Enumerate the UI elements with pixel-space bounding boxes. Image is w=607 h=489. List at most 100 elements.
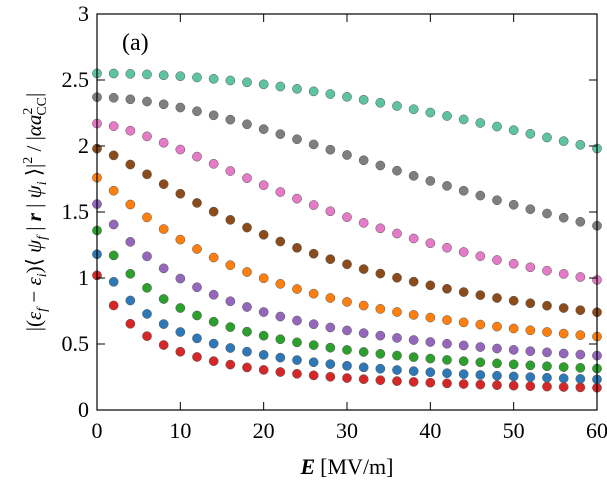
data-point — [358, 347, 369, 357]
data-point — [125, 159, 136, 170]
data-point — [192, 106, 202, 117]
ylab-part: | — [22, 93, 46, 97]
data-point — [308, 340, 319, 350]
data-point — [158, 99, 169, 110]
data-point — [475, 370, 486, 380]
data-point — [408, 310, 419, 320]
x-tick-label: 30 — [336, 418, 358, 443]
data-point — [208, 356, 219, 366]
data-point — [558, 212, 569, 223]
data-point — [358, 264, 369, 274]
data-point — [542, 381, 552, 392]
data-point — [125, 69, 136, 79]
data-point — [225, 359, 236, 370]
data-point — [242, 119, 252, 130]
data-point — [475, 118, 486, 128]
data-point — [575, 362, 586, 373]
data-point — [308, 139, 319, 150]
data-point — [258, 330, 269, 341]
data-point — [425, 312, 436, 323]
data-point — [242, 267, 252, 277]
data-point — [475, 290, 486, 300]
data-point — [242, 222, 252, 233]
data-point — [575, 349, 586, 360]
data-point — [292, 193, 302, 204]
data-point — [442, 283, 452, 294]
data-point — [525, 204, 536, 215]
data-point — [258, 350, 269, 360]
data-point — [425, 337, 436, 347]
data-point — [342, 360, 352, 371]
data-point — [292, 337, 302, 348]
data-point — [192, 333, 202, 344]
data-point — [358, 300, 369, 311]
data-point — [342, 345, 352, 355]
data-point — [242, 77, 252, 88]
y-tick-label: 1 — [78, 265, 89, 290]
data-point — [525, 128, 536, 139]
data-point — [142, 251, 152, 262]
y-tick-label: 2.5 — [62, 67, 90, 92]
data-point — [158, 294, 169, 304]
data-point — [275, 129, 286, 139]
data-point — [375, 330, 386, 341]
data-point — [342, 91, 352, 102]
data-point — [175, 71, 186, 82]
data-point — [192, 352, 202, 362]
data-point — [392, 365, 402, 375]
data-point — [392, 101, 402, 111]
data-point — [575, 305, 586, 316]
data-point — [358, 94, 369, 105]
ylab-part: / | — [22, 136, 46, 157]
data-point — [408, 276, 419, 287]
data-point — [175, 273, 186, 284]
data-point — [508, 258, 519, 269]
data-point — [458, 340, 469, 351]
data-point — [308, 319, 319, 330]
data-point — [508, 125, 519, 136]
data-point — [125, 125, 136, 136]
x-axis-symbol: E — [299, 454, 315, 479]
data-point — [208, 338, 219, 349]
data-point — [125, 199, 136, 210]
data-point — [558, 328, 569, 339]
data-point — [242, 326, 252, 337]
data-point — [492, 121, 502, 132]
data-point — [142, 331, 152, 341]
data-point — [542, 300, 552, 311]
data-point — [575, 272, 586, 282]
data-point — [475, 379, 486, 390]
data-point — [425, 367, 436, 378]
data-point — [542, 208, 552, 219]
data-point — [458, 114, 469, 125]
data-point — [408, 233, 419, 244]
data-point — [108, 276, 119, 287]
data-point — [542, 265, 552, 276]
data-point — [458, 379, 469, 389]
ylab-part: f — [35, 234, 50, 240]
data-point — [375, 348, 386, 359]
data-point — [208, 252, 219, 263]
data-point — [275, 352, 286, 363]
data-point — [458, 185, 469, 196]
data-point — [375, 97, 386, 108]
data-point — [142, 96, 152, 107]
series-s7 — [92, 118, 602, 285]
data-point — [558, 303, 569, 313]
data-point — [542, 361, 552, 372]
data-point — [358, 155, 369, 166]
x-axis-unit: [MV/m] — [320, 454, 393, 479]
data-point — [558, 373, 569, 384]
data-point — [275, 279, 286, 289]
data-point — [158, 179, 169, 189]
data-point — [275, 81, 286, 92]
data-point — [258, 307, 269, 317]
data-point — [542, 372, 552, 383]
data-point — [275, 334, 286, 345]
data-point — [508, 345, 519, 355]
data-point — [275, 236, 286, 247]
data-point — [175, 144, 186, 155]
data-point — [425, 353, 436, 364]
data-point — [308, 357, 319, 368]
ylab-part: | — [22, 198, 46, 213]
